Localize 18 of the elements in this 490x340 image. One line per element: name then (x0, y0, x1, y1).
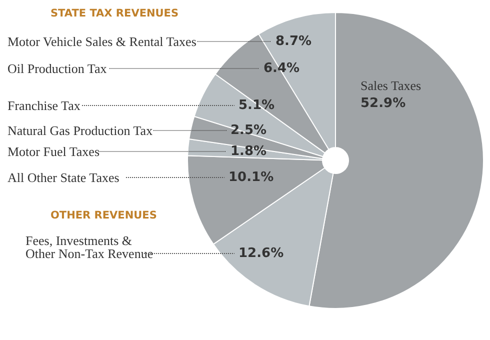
slice-label: Natural Gas Production Tax (8, 123, 154, 138)
slice-label: Motor Fuel Taxes (8, 144, 100, 159)
slice-label: All Other State Taxes (8, 170, 120, 185)
slice-label: Motor Vehicle Sales & Rental Taxes (8, 34, 196, 49)
text: OTHER REVENUES (50, 210, 157, 222)
data-label: 8.7% (276, 34, 312, 49)
data-label: 6.4% (264, 61, 300, 76)
slice-label: Sales Taxes (360, 78, 422, 93)
text: STATE TAX REVENUES (50, 8, 179, 20)
data-label: 52.9% (360, 96, 406, 111)
slice-label: Oil Production Tax (8, 61, 108, 76)
data-label: 2.5% (230, 123, 267, 138)
slice-label: Franchise Tax (8, 98, 81, 113)
data-label: 5.1% (238, 98, 275, 113)
data-label: 12.6% (238, 246, 284, 261)
slice-label: Fees, Investments & Other Non-Tax Revenue (26, 233, 154, 261)
data-label: 1.8% (230, 144, 267, 159)
data-label: 10.1% (228, 170, 274, 185)
